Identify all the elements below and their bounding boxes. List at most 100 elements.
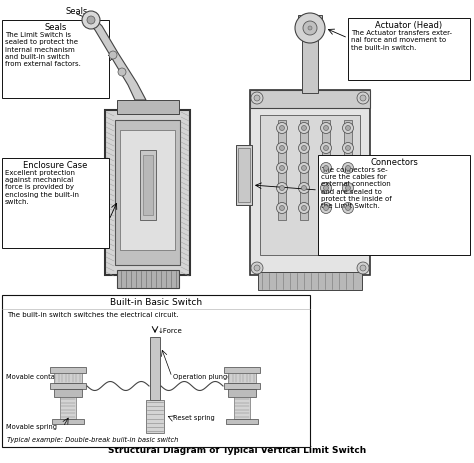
Circle shape (343, 163, 354, 174)
Circle shape (360, 95, 366, 101)
Bar (300, 120, 308, 220)
Bar (344, 120, 352, 220)
Circle shape (343, 182, 354, 194)
Text: Seals: Seals (66, 7, 88, 16)
Circle shape (280, 206, 284, 211)
Circle shape (323, 145, 328, 150)
Circle shape (308, 26, 312, 30)
Circle shape (346, 165, 350, 170)
Circle shape (276, 202, 288, 213)
Bar (250, 90, 370, 275)
Text: The connectors se-
cure the cables for
external connection
and are sealed to
pro: The connectors se- cure the cables for e… (321, 167, 392, 209)
Circle shape (299, 143, 310, 154)
Text: Movable contact: Movable contact (6, 374, 61, 380)
Circle shape (251, 262, 263, 274)
Text: Actuator (Head): Actuator (Head) (375, 21, 443, 30)
Bar (150, 337, 160, 400)
Bar (302, 35, 318, 93)
Bar (318, 155, 470, 255)
Bar (120, 130, 175, 250)
Bar (278, 120, 286, 220)
Circle shape (346, 186, 350, 190)
Circle shape (295, 13, 325, 43)
Text: Connectors: Connectors (370, 158, 418, 167)
Bar (228, 389, 256, 397)
Circle shape (301, 206, 307, 211)
Circle shape (301, 186, 307, 190)
Circle shape (301, 145, 307, 150)
Circle shape (299, 123, 310, 133)
Bar (52, 419, 84, 424)
Circle shape (109, 51, 117, 59)
Bar (115, 120, 180, 265)
Circle shape (323, 125, 328, 131)
Bar (224, 383, 260, 389)
Bar (258, 272, 362, 290)
Circle shape (87, 16, 95, 24)
Circle shape (360, 265, 366, 271)
Text: Reset spring: Reset spring (173, 415, 215, 421)
Circle shape (299, 182, 310, 194)
Polygon shape (88, 18, 146, 100)
Circle shape (299, 163, 310, 174)
Text: Enclosure Case: Enclosure Case (23, 161, 88, 170)
Circle shape (301, 165, 307, 170)
Bar (2, 158, 109, 248)
Text: The built-in switch switches the electrical circuit.: The built-in switch switches the electri… (7, 312, 179, 318)
Bar (348, 18, 470, 80)
Bar (54, 373, 82, 383)
Circle shape (301, 125, 307, 131)
Circle shape (343, 202, 354, 213)
Text: Excellent protection
against mechanical
force is provided by
enclosing the built: Excellent protection against mechanical … (5, 170, 79, 205)
Circle shape (343, 143, 354, 154)
Bar (117, 100, 179, 114)
Circle shape (346, 206, 350, 211)
Bar (105, 110, 190, 275)
Circle shape (320, 143, 331, 154)
Circle shape (320, 163, 331, 174)
Circle shape (276, 163, 288, 174)
Circle shape (357, 262, 369, 274)
Bar (117, 270, 179, 288)
Circle shape (280, 186, 284, 190)
Circle shape (276, 182, 288, 194)
Bar (236, 145, 252, 205)
Bar (322, 120, 330, 220)
Bar (226, 419, 258, 424)
Bar (250, 90, 370, 108)
Circle shape (82, 11, 100, 29)
Circle shape (323, 206, 328, 211)
Bar (54, 389, 82, 397)
Circle shape (276, 123, 288, 133)
Bar (143, 155, 153, 215)
Text: ↓Force: ↓Force (158, 328, 183, 334)
Bar (238, 148, 250, 202)
Bar (234, 397, 250, 419)
Text: Structural Diagram of Typical Vertical Limit Switch: Structural Diagram of Typical Vertical L… (108, 446, 366, 455)
Bar (140, 150, 156, 220)
Circle shape (276, 143, 288, 154)
Circle shape (280, 125, 284, 131)
Circle shape (343, 123, 354, 133)
Circle shape (251, 92, 263, 104)
Circle shape (357, 92, 369, 104)
Circle shape (280, 165, 284, 170)
Circle shape (323, 165, 328, 170)
Text: Built-in Basic Switch: Built-in Basic Switch (110, 298, 202, 307)
Circle shape (320, 123, 331, 133)
Text: Typical example: Double-break built-in basic switch: Typical example: Double-break built-in b… (7, 437, 178, 443)
Circle shape (320, 182, 331, 194)
Text: Seals: Seals (44, 23, 67, 32)
Bar (260, 115, 360, 255)
Circle shape (299, 202, 310, 213)
Circle shape (303, 21, 317, 35)
Bar (60, 397, 76, 419)
Circle shape (320, 202, 331, 213)
Bar (50, 383, 86, 389)
Circle shape (280, 145, 284, 150)
Bar (224, 367, 260, 373)
Circle shape (254, 265, 260, 271)
Circle shape (346, 145, 350, 150)
Bar (298, 15, 322, 33)
Circle shape (118, 68, 126, 76)
